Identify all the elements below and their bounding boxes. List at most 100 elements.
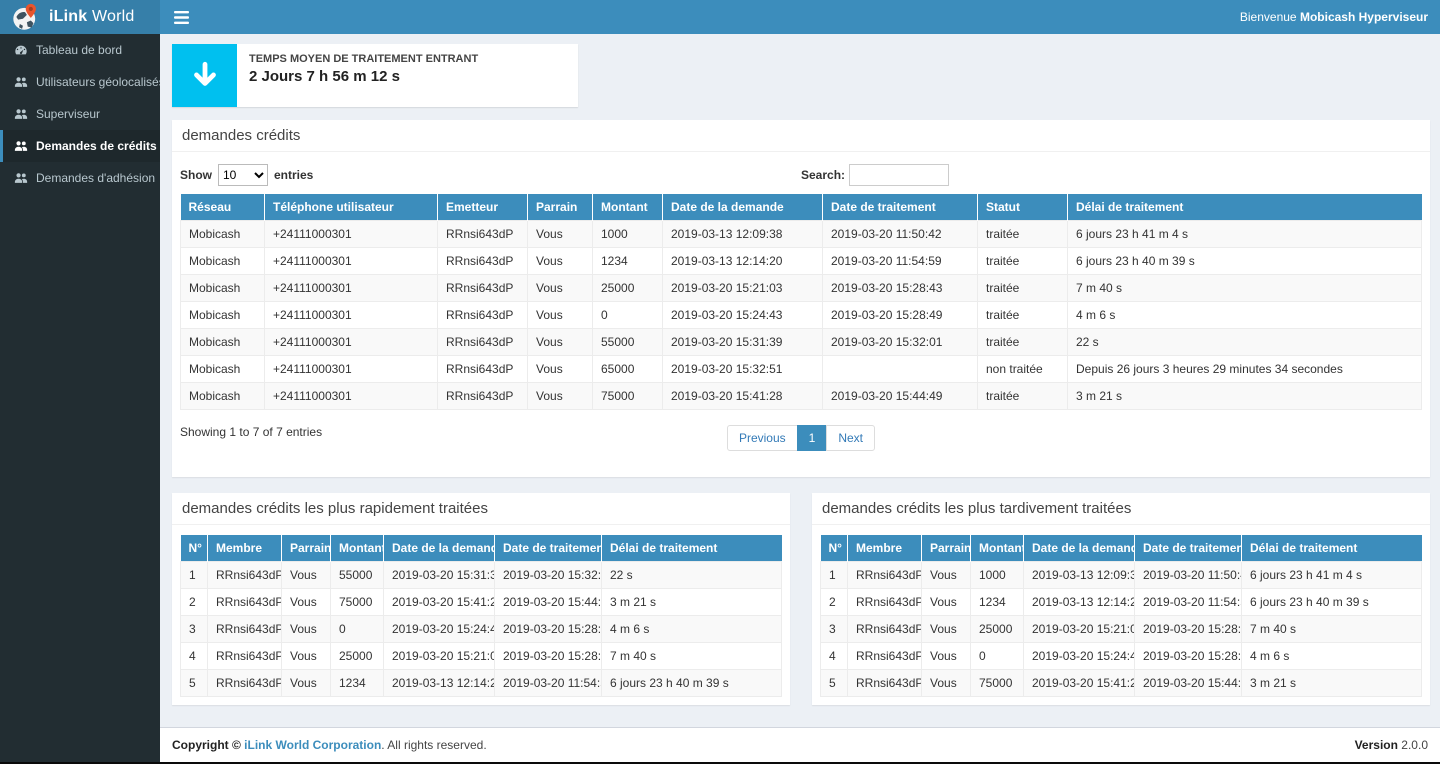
sidebar-item-demandes-d-adhesion[interactable]: Demandes d'adhésion (0, 162, 160, 194)
column-header-date-de-la-demande[interactable]: Date de la demande (662, 194, 823, 221)
globe-pin-icon (12, 3, 40, 31)
table-row: Mobicash +24111000301 RRnsi643dP Vous 1234 20… (180, 247, 1422, 275)
column-header-membre[interactable]: Membre (847, 535, 922, 562)
column-header-montant[interactable]: Montant (330, 535, 384, 562)
cell: 0 (330, 615, 384, 643)
cell: 25000 (592, 274, 663, 302)
column-header-parrain[interactable]: Parrain (921, 535, 971, 562)
cell: Mobicash (180, 382, 265, 410)
main-content: TEMPS MOYEN DE TRAITEMENT ENTRANT 2 Jour… (160, 34, 1440, 727)
column-header-d-lai-de-traitement[interactable]: Délai de traitement (1241, 535, 1422, 562)
cell: traitée (977, 247, 1068, 275)
cell: traitée (977, 382, 1068, 410)
page-length-control: Show 10 entries (180, 164, 801, 186)
column-header-date-de-traitement[interactable]: Date de traitement (494, 535, 602, 562)
cell: 3 (820, 615, 848, 643)
column-header-date-de-traitement[interactable]: Date de traitement (822, 194, 978, 221)
cell: Vous (527, 220, 593, 248)
column-header-d-lai-de-traitement[interactable]: Délai de traitement (601, 535, 782, 562)
users-icon (14, 107, 28, 121)
column-header-parrain[interactable]: Parrain (281, 535, 331, 562)
column-header-statut[interactable]: Statut (977, 194, 1068, 221)
sidebar-item-tableau-de-bord[interactable]: Tableau de bord (0, 34, 160, 66)
cell: 5 (820, 669, 848, 697)
table-row: 1 RRnsi643dP Vous 55000 2019-03-20 15:31:39 2… (180, 561, 782, 589)
table-row: Mobicash +24111000301 RRnsi643dP Vous 0 2019-… (180, 301, 1422, 329)
cell: Vous (527, 382, 593, 410)
search-control: Search: (801, 164, 1422, 186)
table-row: 4 RRnsi643dP Vous 25000 2019-03-20 15:21:03 2… (180, 642, 782, 670)
cell: 6 jours 23 h 40 m 39 s (1067, 247, 1422, 275)
cell: 2019-03-20 15:28:43 (1134, 615, 1242, 643)
pagination-previous-button[interactable]: Previous (726, 425, 798, 451)
column-header-parrain[interactable]: Parrain (527, 194, 593, 221)
cell: Vous (281, 642, 331, 670)
table-row: 2 RRnsi643dP Vous 75000 2019-03-20 15:41:28 2… (180, 588, 782, 616)
cell: RRnsi643dP (847, 561, 922, 589)
cell: RRnsi643dP (847, 588, 922, 616)
cell: 5 (180, 669, 208, 697)
column-header-d-lai-de-traitement[interactable]: Délai de traitement (1067, 194, 1422, 221)
cell: 2019-03-20 15:28:49 (494, 615, 602, 643)
cell: RRnsi643dP (437, 274, 528, 302)
stat-value: 2 Jours 7 h 56 m 12 s (249, 68, 400, 85)
cell: 4 m 6 s (1067, 301, 1422, 329)
cell: 2019-03-20 15:31:39 (662, 328, 823, 356)
cell: 4 (180, 642, 208, 670)
cell: Mobicash (180, 220, 265, 248)
column-header-emetteur[interactable]: Emetteur (437, 194, 528, 221)
column-header-date-de-traitement[interactable]: Date de traitement (1134, 535, 1242, 562)
pagination-next-button[interactable]: Next (826, 425, 876, 451)
fastest-processed-table: N° Membre Parrain Montant Date de la demande… (180, 535, 782, 697)
fastest-processed-panel: demandes crédits les plus rapidement tra… (172, 493, 790, 705)
cell: RRnsi643dP (437, 301, 528, 329)
cell: 2019-03-20 15:28:43 (494, 642, 602, 670)
column-header-r-seau[interactable]: Réseau (180, 194, 265, 221)
cell: 1234 (330, 669, 384, 697)
cell: Vous (921, 561, 971, 589)
users-icon (14, 139, 28, 153)
topbar: iLink World Bienvenue Mobicash Hypervise… (0, 0, 1440, 34)
app-logo[interactable]: iLink World (0, 0, 160, 34)
sidebar-item-label: Demandes de crédits (36, 139, 157, 153)
column-header-montant[interactable]: Montant (970, 535, 1024, 562)
cell: RRnsi643dP (207, 561, 282, 589)
cell: 3 m 21 s (1067, 382, 1422, 410)
table-row: 5 RRnsi643dP Vous 1234 2019-03-13 12:14:20 20… (180, 669, 782, 697)
cell: 2019-03-20 15:24:43 (662, 301, 823, 329)
panel-title: demandes crédits les plus tardivement tr… (812, 493, 1430, 525)
cell: RRnsi643dP (847, 615, 922, 643)
column-header-membre[interactable]: Membre (207, 535, 282, 562)
sidebar-toggle-button[interactable] (160, 0, 203, 34)
cell: 2019-03-20 11:50:42 (822, 220, 978, 248)
column-header-n[interactable]: N° (820, 535, 848, 562)
page-length-select[interactable]: 10 (218, 164, 268, 186)
cell: Mobicash (180, 274, 265, 302)
cell: 2019-03-20 15:24:43 (1023, 642, 1135, 670)
column-header-date-de-la-demande[interactable]: Date de la demande (383, 535, 495, 562)
cell: 0 (592, 301, 663, 329)
column-header-t-l-phone-utilisateur[interactable]: Téléphone utilisateur (264, 194, 438, 221)
pagination-page-1-button[interactable]: 1 (796, 425, 828, 451)
cell: 2019-03-20 11:54:59 (822, 247, 978, 275)
sidebar-item-utilisateurs-geolocalises[interactable]: Utilisateurs géolocalisés (0, 66, 165, 98)
column-header-date-de-la-demande[interactable]: Date de la demande (1023, 535, 1135, 562)
sidebar-item-superviseur[interactable]: Superviseur (0, 98, 160, 130)
column-header-n[interactable]: N° (180, 535, 208, 562)
company-link[interactable]: iLink World Corporation (244, 738, 382, 752)
sidebar-item-demandes-de-credits[interactable]: Demandes de crédits (0, 130, 160, 162)
cell: Vous (527, 301, 593, 329)
cell: 2019-03-20 15:44:49 (1134, 669, 1242, 697)
cell: 75000 (970, 669, 1024, 697)
cell: 2019-03-13 12:14:20 (1023, 588, 1135, 616)
cell: Mobicash (180, 328, 265, 356)
cell: 65000 (592, 355, 663, 383)
cell: 7 m 40 s (1067, 274, 1422, 302)
column-header-montant[interactable]: Montant (592, 194, 663, 221)
sidebar-item-label: Superviseur (36, 107, 101, 121)
search-input[interactable] (849, 164, 950, 186)
cell: 25000 (330, 642, 384, 670)
cell: 2019-03-20 11:54:59 (494, 669, 602, 697)
cell: RRnsi643dP (207, 588, 282, 616)
cell: 3 (180, 615, 208, 643)
